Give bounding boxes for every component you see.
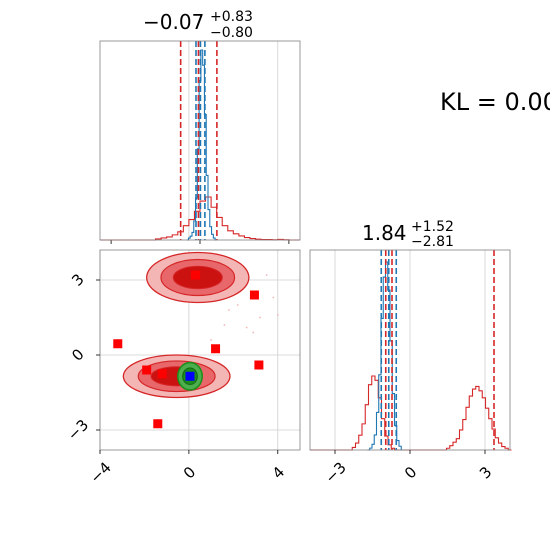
joint-sample-point — [245, 326, 248, 329]
kl-annotation: KL = 0.00 — [440, 88, 550, 116]
marginal-x-title-value: −0.07 — [143, 10, 204, 34]
marginal-y-panel: −3 0 3 1.84 +1.52 −2.81 — [309, 219, 512, 487]
joint-y-tick-label: −3 — [64, 416, 92, 444]
joint-sample-point — [227, 309, 230, 311]
marginal-y-x-axis: −3 0 3 — [322, 450, 495, 487]
joint-red-marker — [191, 270, 201, 280]
marginal-y-title-value: 1.84 — [362, 221, 407, 245]
joint-density — [113, 251, 279, 429]
joint-red-marker — [142, 365, 152, 375]
joint-red-marker — [249, 290, 259, 300]
marginal-y-histogram-red — [310, 375, 512, 451]
joint-panel: −4 0 4 −3 0 3 — [64, 249, 301, 487]
marginal-x-title-lower: −0.80 — [210, 25, 253, 41]
marginal-y-title: 1.84 +1.52 −2.81 — [362, 219, 454, 250]
joint-x-tick-label: −4 — [87, 459, 115, 487]
joint-sample-point — [259, 316, 261, 319]
joint-y-axis: −3 0 3 — [64, 270, 100, 444]
joint-x-tick-label: 4 — [269, 463, 288, 482]
marginal-x-title: −0.07 +0.83 −0.80 — [143, 9, 253, 41]
joint-sample-point — [252, 331, 255, 334]
joint-sample-point — [272, 296, 275, 299]
marginal-x-panel: −0.07 +0.83 −0.80 — [99, 9, 301, 244]
marginal-x-title-upper: +0.83 — [210, 9, 253, 25]
joint-red-marker — [157, 369, 167, 379]
joint-red-marker — [113, 339, 123, 349]
joint-x-tick-label: 0 — [180, 463, 199, 482]
joint-sample-point — [223, 324, 226, 326]
joint-red-marker — [153, 419, 163, 429]
joint-y-tick-label: 0 — [68, 345, 87, 364]
marginal-y-histograms — [310, 250, 512, 451]
marginal-y-title-lower: −2.81 — [411, 234, 454, 250]
marginal-y-grid — [334, 250, 486, 450]
joint-red-marker — [254, 360, 264, 370]
joint-sample-point — [210, 339, 213, 341]
marginal-x-frame — [99, 40, 301, 241]
marginal-x-histograms — [100, 41, 300, 244]
marginal-y-tick-label: 3 — [476, 463, 495, 482]
joint-x-axis: −4 0 4 — [87, 450, 288, 487]
marginal-y-title-upper: +1.52 — [411, 219, 454, 235]
joint-sample-point — [236, 304, 239, 306]
marginal-y-tick-label: −3 — [322, 459, 350, 487]
joint-y-tick-label: 3 — [68, 270, 87, 289]
joint-blue-marker — [185, 371, 195, 381]
marginal-y-tick-label: 0 — [401, 463, 420, 482]
joint-sample-point — [276, 314, 279, 316]
joint-frame — [99, 249, 301, 451]
joint-sample-point — [265, 274, 268, 276]
joint-red-marker — [211, 344, 221, 354]
marginal-x-histogram-blue — [186, 49, 217, 241]
